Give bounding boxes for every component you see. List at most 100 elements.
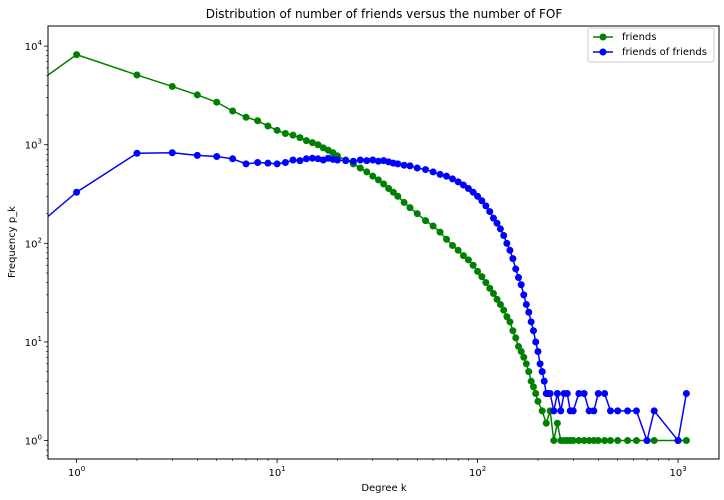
data-point-friends xyxy=(650,437,658,445)
data-point-friends xyxy=(296,134,304,142)
data-point-friends-of-friends xyxy=(342,157,350,165)
data-point-friends-of-friends xyxy=(406,162,414,170)
data-point-friends xyxy=(193,91,201,99)
data-point-friends xyxy=(506,318,514,326)
data-point-friends xyxy=(493,295,501,303)
data-point-friends-of-friends xyxy=(517,281,525,289)
data-point-friends xyxy=(400,198,408,206)
data-point-friends xyxy=(542,419,550,427)
data-point-friends-of-friends xyxy=(606,407,614,415)
data-point-friends xyxy=(532,390,540,398)
data-point-friends xyxy=(464,256,472,264)
data-point-friends-of-friends xyxy=(540,377,548,385)
data-point-friends-of-friends xyxy=(314,155,322,163)
data-point-friends-of-friends xyxy=(464,184,472,192)
data-point-friends-of-friends xyxy=(242,160,250,168)
data-point-friends xyxy=(520,353,528,361)
data-point-friends-of-friends xyxy=(643,437,651,445)
data-point-friends-of-friends xyxy=(333,156,341,164)
x-tick-label: 101 xyxy=(268,465,285,479)
data-point-friends-of-friends xyxy=(400,161,408,169)
data-point-friends-of-friends xyxy=(575,390,583,398)
data-point-friends xyxy=(517,348,525,356)
data-point-friends xyxy=(575,437,583,445)
data-point-friends xyxy=(486,284,494,292)
data-point-friends-of-friends xyxy=(436,170,444,178)
data-point-friends-of-friends xyxy=(369,156,377,164)
legend-fof-marker xyxy=(599,48,607,56)
data-point-friends xyxy=(550,437,558,445)
data-point-friends xyxy=(374,176,382,184)
x-tick-label: 103 xyxy=(669,465,686,479)
data-point-friends xyxy=(489,289,497,297)
data-point-friends-of-friends xyxy=(356,156,364,164)
data-point-friends-of-friends xyxy=(229,155,237,163)
data-point-friends xyxy=(525,368,533,376)
data-point-friends-of-friends xyxy=(422,166,430,174)
legend-friends-label: friends xyxy=(622,32,656,43)
data-point-friends-of-friends xyxy=(449,175,457,183)
legend-friends-marker xyxy=(599,33,607,41)
data-point-friends xyxy=(308,139,316,147)
data-point-friends xyxy=(429,222,437,230)
data-point-friends xyxy=(380,180,388,188)
data-point-friends-of-friends xyxy=(443,172,451,180)
data-point-friends xyxy=(314,141,322,149)
data-point-friends-of-friends xyxy=(590,407,598,415)
data-point-friends xyxy=(356,164,364,172)
data-point-friends-of-friends xyxy=(482,202,490,210)
data-point-friends-of-friends xyxy=(302,155,310,163)
data-point-friends-of-friends xyxy=(413,164,421,172)
data-point-friends xyxy=(394,192,402,200)
data-point-friends-of-friends xyxy=(594,390,602,398)
data-point-friends xyxy=(413,210,421,218)
data-point-friends xyxy=(273,126,281,134)
data-point-friends-of-friends xyxy=(520,291,528,299)
y-tick-label: 103 xyxy=(25,138,42,152)
data-point-friends-of-friends xyxy=(496,225,504,233)
data-point-friends xyxy=(454,246,462,254)
data-point-friends xyxy=(624,437,632,445)
data-point-friends xyxy=(213,98,221,106)
data-point-friends-of-friends xyxy=(273,160,281,168)
data-point-friends xyxy=(281,129,289,137)
data-point-friends-of-friends xyxy=(553,390,561,398)
legend-box xyxy=(587,27,715,63)
data-point-friends xyxy=(601,437,609,445)
data-point-friends xyxy=(632,437,640,445)
data-point-friends-of-friends xyxy=(454,178,462,186)
data-point-friends-of-friends xyxy=(682,390,690,398)
data-point-friends xyxy=(580,437,588,445)
data-point-friends-of-friends xyxy=(281,159,289,167)
plot-frame xyxy=(47,25,720,460)
data-point-friends-of-friends xyxy=(500,232,508,240)
data-point-friends-of-friends xyxy=(614,407,622,415)
data-point-friends xyxy=(614,437,622,445)
data-point-friends-of-friends xyxy=(193,151,201,159)
data-point-friends xyxy=(264,122,272,130)
data-point-friends-of-friends xyxy=(486,208,494,216)
data-point-friends xyxy=(553,419,561,427)
data-point-friends-of-friends xyxy=(349,157,357,165)
data-point-friends-of-friends xyxy=(459,181,467,189)
data-point-friends-of-friends xyxy=(557,407,565,415)
y-tick-label: 104 xyxy=(25,39,43,53)
data-point-friends-of-friends xyxy=(546,390,554,398)
data-point-friends xyxy=(509,327,517,335)
data-point-friends-of-friends xyxy=(532,338,540,346)
data-point-friends xyxy=(406,204,414,212)
data-point-friends xyxy=(443,235,451,243)
data-point-friends-of-friends xyxy=(73,188,81,196)
data-point-friends xyxy=(538,407,546,415)
data-point-friends-of-friends xyxy=(133,149,141,157)
data-point-friends-of-friends xyxy=(168,149,176,157)
chart-title: Distribution of number of friends versus… xyxy=(206,7,563,21)
data-point-friends-of-friends xyxy=(374,157,382,165)
data-point-friends-of-friends xyxy=(506,246,514,254)
data-point-friends xyxy=(369,172,377,180)
data-point-friends xyxy=(302,137,310,145)
data-point-friends-of-friends xyxy=(296,157,304,165)
data-point-friends xyxy=(529,383,537,391)
data-point-friends xyxy=(496,300,504,308)
y-tick-label: 100 xyxy=(25,434,42,448)
